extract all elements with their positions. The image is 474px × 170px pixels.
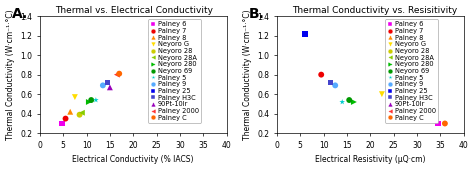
Point (387, 114, 395, 117)
Point (350, 101, 358, 103)
Point (378, 93, 386, 96)
Point (104, 81, 111, 84)
Point (415, 115, 423, 118)
Point (162, 32, 170, 35)
Point (62, 117, 69, 120)
Text: Thermal vs. Electrical Conductivity: Thermal vs. Electrical Conductivity (55, 6, 213, 15)
Y-axis label: Thermal Conductivity (W·cm⁻¹·°C): Thermal Conductivity (W·cm⁻¹·°C) (6, 9, 15, 140)
Point (92, 99, 100, 101)
Y-axis label: Thermal Conductivity (W·cm⁻¹·°C): Thermal Conductivity (W·cm⁻¹·°C) (243, 9, 252, 140)
Legend: Palney 6, Palney 7, Palney 8, Neyoro G, Neyoro 28, Neyoro 28A, Neyoro 280, Neyor: Palney 6, Palney 7, Palney 8, Neyoro G, … (385, 19, 438, 123)
Point (331, 84, 339, 87)
Point (385, 113, 392, 116)
Point (113, 73, 121, 76)
Point (99, 84, 107, 87)
Point (318, 73, 325, 76)
Point (66, 110, 74, 113)
Point (78, 111, 86, 114)
Text: B.: B. (249, 7, 265, 21)
Point (116, 72, 123, 75)
Point (346, 99, 353, 101)
Point (301, 32, 309, 35)
Text: A.: A. (12, 7, 28, 21)
Legend: Palney 6, Palney 7, Palney 8, Neyoro G, Neyoro 28, Neyoro 28A, Neyoro 280, Neyor: Palney 6, Palney 7, Palney 8, Neyoro G, … (148, 19, 201, 123)
Point (87, 99, 95, 101)
Point (58, 122, 66, 125)
Point (76, 113, 83, 116)
X-axis label: Electrical Conductivity (% IACS): Electrical Conductivity (% IACS) (73, 155, 194, 164)
Point (392, 111, 400, 114)
Point (327, 81, 334, 84)
Point (392, 112, 400, 115)
X-axis label: Electrical Resistivity (μQ·cm): Electrical Resistivity (μQ·cm) (315, 155, 426, 164)
Text: Thermal Conductivity vs. Resisitivity: Thermal Conductivity vs. Resisitivity (292, 6, 457, 15)
Point (85, 101, 93, 103)
Point (441, 122, 449, 125)
Point (434, 122, 442, 125)
Point (338, 101, 346, 103)
Point (106, 86, 114, 89)
Point (71, 96, 79, 98)
